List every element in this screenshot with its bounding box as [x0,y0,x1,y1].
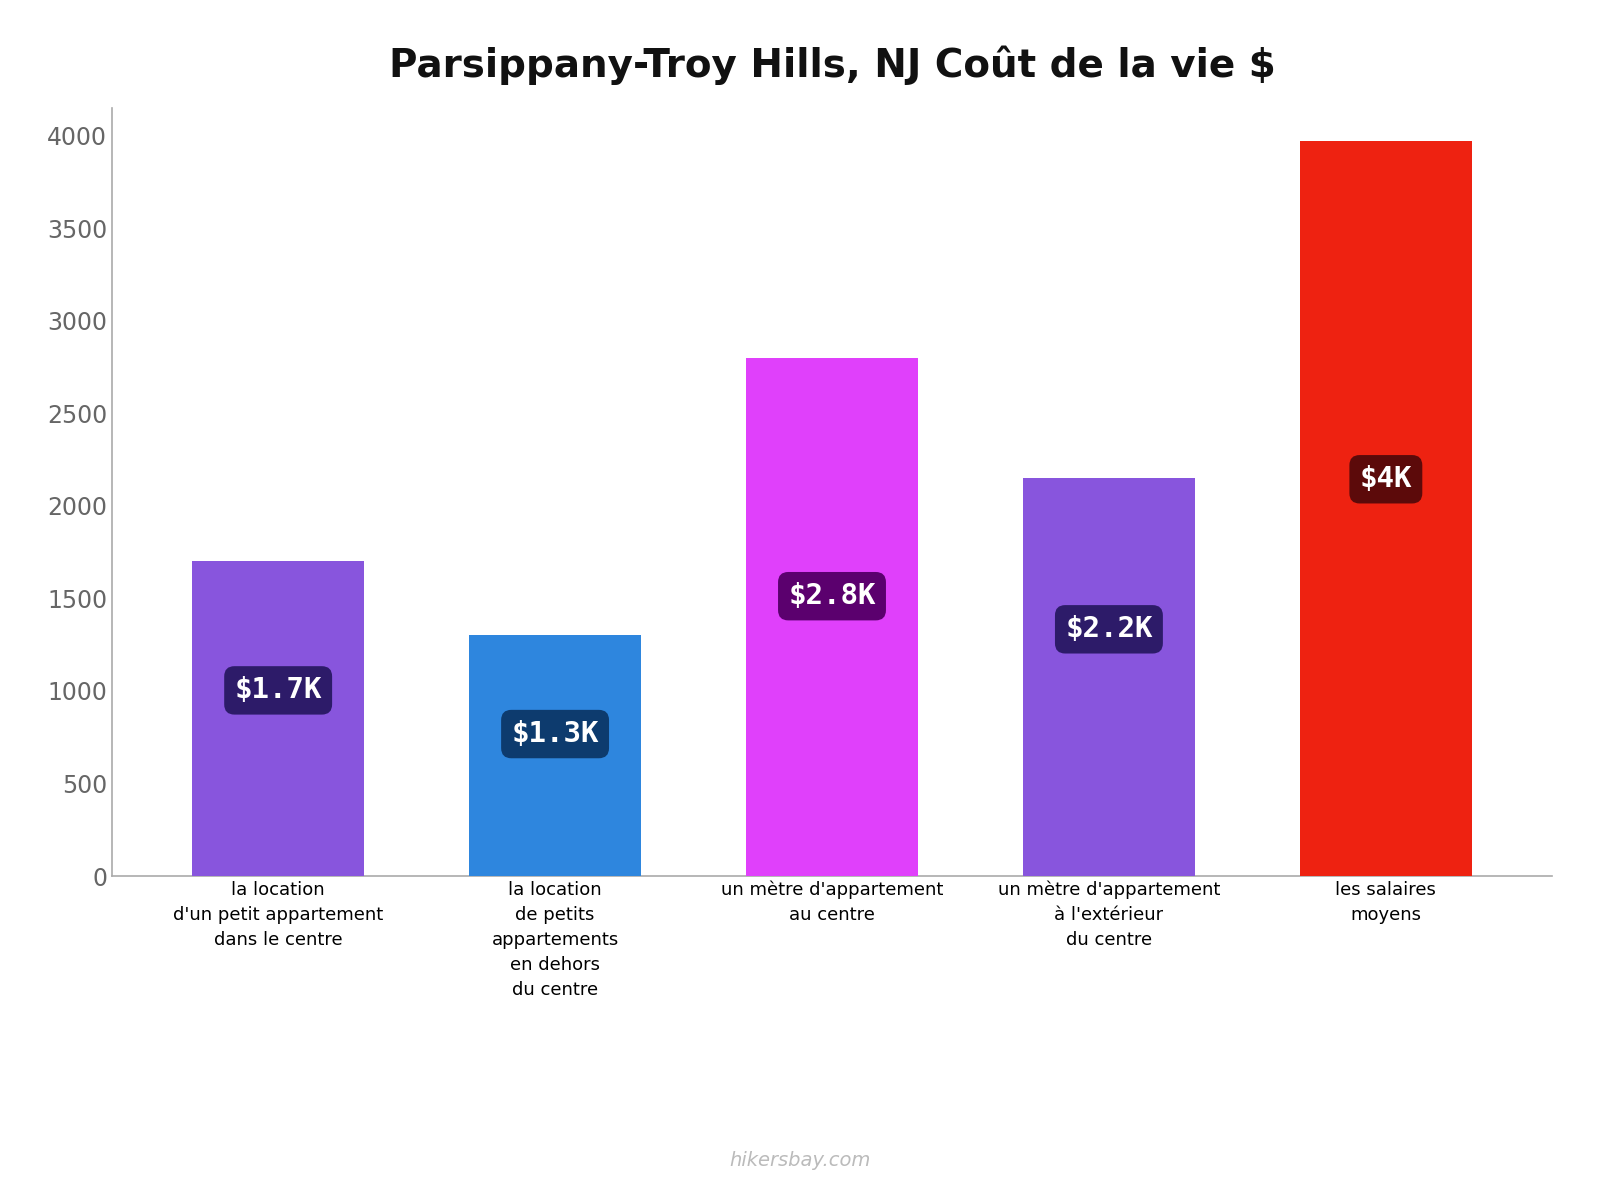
Bar [746,358,918,876]
Text: hikersbay.com: hikersbay.com [730,1151,870,1170]
Bar [1022,478,1195,876]
Text: $1.3K: $1.3K [512,720,598,748]
Text: $2.2K: $2.2K [1066,616,1152,643]
Bar [469,636,642,876]
Bar [1299,142,1472,876]
Text: $1.7K: $1.7K [235,677,322,704]
Text: $2.8K: $2.8K [789,582,875,610]
Bar [192,562,365,876]
Title: Parsippany-Troy Hills, NJ Coût de la vie $: Parsippany-Troy Hills, NJ Coût de la vie… [389,46,1275,85]
Text: $4K: $4K [1360,466,1413,493]
